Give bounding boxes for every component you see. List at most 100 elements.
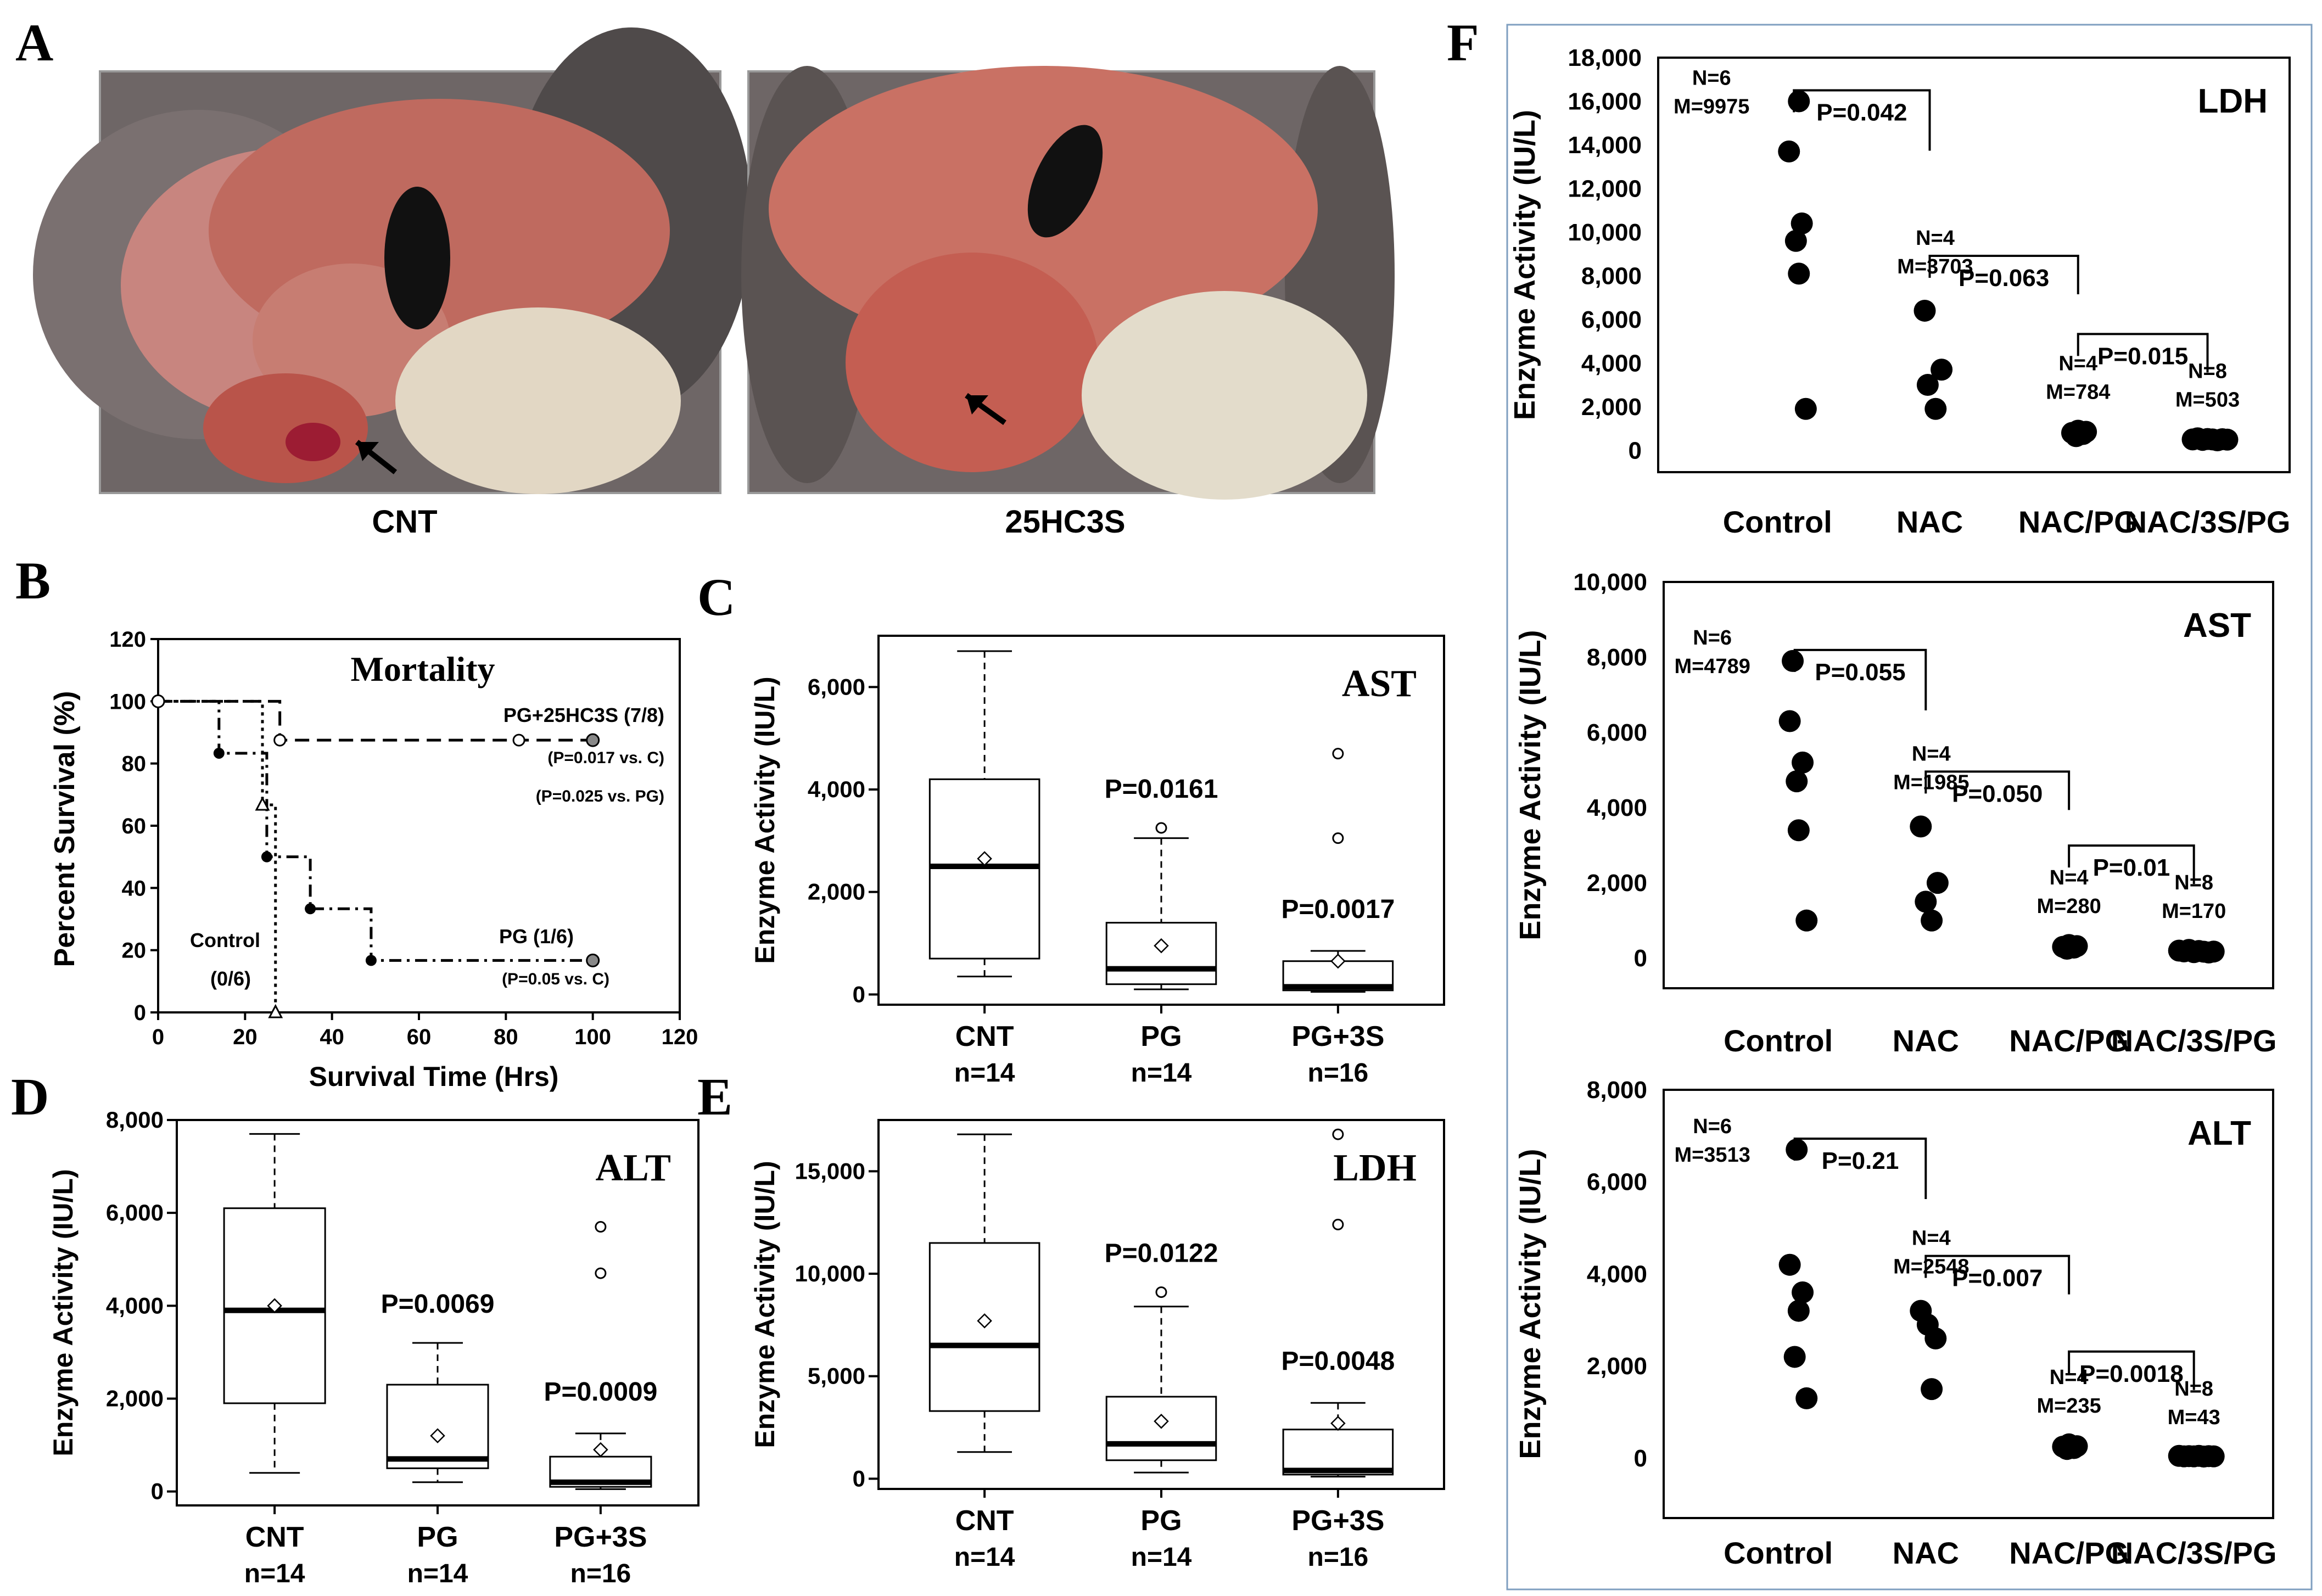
survival-marker xyxy=(305,903,316,915)
alt-scatter: 0 2,000 4,000 6,000 8,000 Enzyme Activity (IU… xyxy=(1514,1077,2277,1570)
p-value: P=0.0048 xyxy=(1281,1347,1395,1376)
category-label: NAC/PG xyxy=(2009,1536,2129,1570)
ast-scatter: 0 2,000 4,000 6,000 8,000 10,000 Enzyme Activi… xyxy=(1514,569,2277,1058)
group-count: n=14 xyxy=(1131,1543,1192,1572)
survival-marker xyxy=(365,955,377,966)
outlier xyxy=(1332,1218,1344,1230)
photo-caption-cnt: CNT xyxy=(372,504,437,540)
chart-title: ALT xyxy=(2187,1115,2251,1152)
x-tick-label: 0 xyxy=(152,1025,164,1049)
comparison-bracket xyxy=(2068,844,2195,884)
group-label: CNT xyxy=(955,1021,1014,1052)
data-point xyxy=(1910,815,1932,838)
category-label: NAC/PG xyxy=(2009,1023,2129,1058)
data-point xyxy=(1913,299,1936,322)
group-label: CNT xyxy=(955,1505,1014,1537)
comparison-p-value: P=0.055 xyxy=(1815,659,1905,686)
data-point xyxy=(1784,229,1807,252)
comparison-p-value: P=0.007 xyxy=(1952,1265,2043,1292)
annotation-pg25hc3s: PG+25HC3S (7/8) xyxy=(503,704,664,726)
y-tick-label: 6,000 xyxy=(1587,1169,1647,1196)
outlier xyxy=(595,1221,607,1233)
data-point xyxy=(2066,935,2088,957)
x-tick-label: 20 xyxy=(233,1025,258,1049)
group-mean-label: M=43 xyxy=(2168,1406,2220,1429)
y-tick-label: 6,000 xyxy=(1587,719,1647,746)
y-tick-label: 6,000 xyxy=(106,1200,164,1225)
data-point xyxy=(1916,374,1939,396)
survival-marker xyxy=(268,1004,283,1018)
y-tick-label: 8,000 xyxy=(1587,1077,1647,1104)
group-count: n=14 xyxy=(244,1559,305,1588)
box xyxy=(1105,922,1217,985)
survival-end-marker xyxy=(586,953,600,967)
y-tick-label: 2,000 xyxy=(106,1385,164,1411)
data-point xyxy=(1915,891,1937,913)
y-tick-label: 2,000 xyxy=(808,879,865,905)
y-tick-label: 0 xyxy=(1634,945,1647,972)
y-axis-label: Enzyme Activity (IU/L) xyxy=(48,1169,79,1456)
y-tick-label: 10,000 xyxy=(1573,569,1647,596)
data-point xyxy=(1931,359,1953,381)
category-label: NAC/3S/PG xyxy=(2111,1536,2277,1570)
data-point xyxy=(1782,649,1804,672)
mean-marker xyxy=(1330,953,1346,969)
mean-marker xyxy=(977,1313,992,1329)
group-mean-label: M=9975 xyxy=(1674,95,1749,118)
outlier xyxy=(1332,1128,1344,1140)
box xyxy=(386,1384,489,1469)
group-n-label: N=4 xyxy=(2050,866,2089,889)
y-tick-label: 6,000 xyxy=(808,674,865,699)
p-value: P=0.0017 xyxy=(1281,895,1395,924)
mean-marker xyxy=(977,851,992,866)
x-tick-label: 120 xyxy=(662,1025,698,1049)
group-label: PG xyxy=(1140,1505,1182,1537)
ldh-scatter: 0 2,000 4,000 6,000 8,000 10,000 12,000 14,000 1… xyxy=(1508,44,2291,539)
chart-title: LDH xyxy=(2198,82,2268,120)
y-tick-label: 18,000 xyxy=(1568,44,1642,71)
survival-end-marker xyxy=(586,733,600,747)
y-tick-label: 14,000 xyxy=(1568,132,1642,159)
y-tick-label: 5,000 xyxy=(808,1363,865,1389)
data-point xyxy=(2075,421,2097,443)
data-point xyxy=(1791,212,1813,234)
ldh-boxplot: 0 5,000 10,000 15,000 Enzyme Activity (IU/L)… xyxy=(749,1119,1445,1572)
group-count: n=16 xyxy=(1308,1543,1369,1572)
comparison-p-value: P=0.015 xyxy=(2097,343,2188,369)
y-tick-label: 4,000 xyxy=(1581,350,1642,377)
p-value: P=0.0122 xyxy=(1105,1239,1218,1268)
data-point xyxy=(2202,940,2225,963)
y-tick-label: 60 xyxy=(122,814,147,838)
group-n-label: N=6 xyxy=(1693,1115,1732,1138)
chart-title: LDH xyxy=(1333,1147,1417,1189)
x-tick-label: 60 xyxy=(407,1025,432,1049)
plot-frame xyxy=(1663,581,2274,989)
data-point xyxy=(1924,397,1947,420)
annotation-pg-p: (P=0.05 vs. C) xyxy=(502,970,609,988)
comparison-p-value: P=0.0018 xyxy=(2079,1360,2184,1387)
group-count: n=16 xyxy=(570,1559,631,1588)
photo-cnt xyxy=(33,27,752,494)
group-n-label: N=6 xyxy=(1693,626,1732,649)
y-tick-label: 20 xyxy=(122,939,147,963)
annotation-control: Control xyxy=(190,929,260,951)
group-mean-label: M=3703 xyxy=(1897,255,1973,278)
y-tick-label: 4,000 xyxy=(106,1292,164,1318)
y-tick-label: 40 xyxy=(122,876,147,900)
category-label: NAC/3S/PG xyxy=(2125,505,2291,539)
group-count: n=16 xyxy=(1308,1059,1369,1088)
chart-title: ALT xyxy=(595,1147,671,1189)
comparison-bracket xyxy=(1793,1138,1927,1200)
y-tick-label: 15,000 xyxy=(795,1158,865,1184)
panel-letter-b: B xyxy=(15,551,51,610)
y-tick-label: 0 xyxy=(1629,437,1642,464)
y-tick-label: 0 xyxy=(134,1001,146,1025)
outlier xyxy=(1155,822,1167,834)
comparison-p-value: P=0.050 xyxy=(1952,780,2043,807)
category-label: NAC xyxy=(1896,505,1963,539)
y-tick-label: 10,000 xyxy=(1568,219,1642,246)
group-label: PG+3S xyxy=(1291,1505,1384,1537)
comparison-p-value: P=0.21 xyxy=(1822,1147,1899,1174)
category-label: Control xyxy=(1723,505,1832,539)
mean-marker xyxy=(1330,1415,1346,1431)
